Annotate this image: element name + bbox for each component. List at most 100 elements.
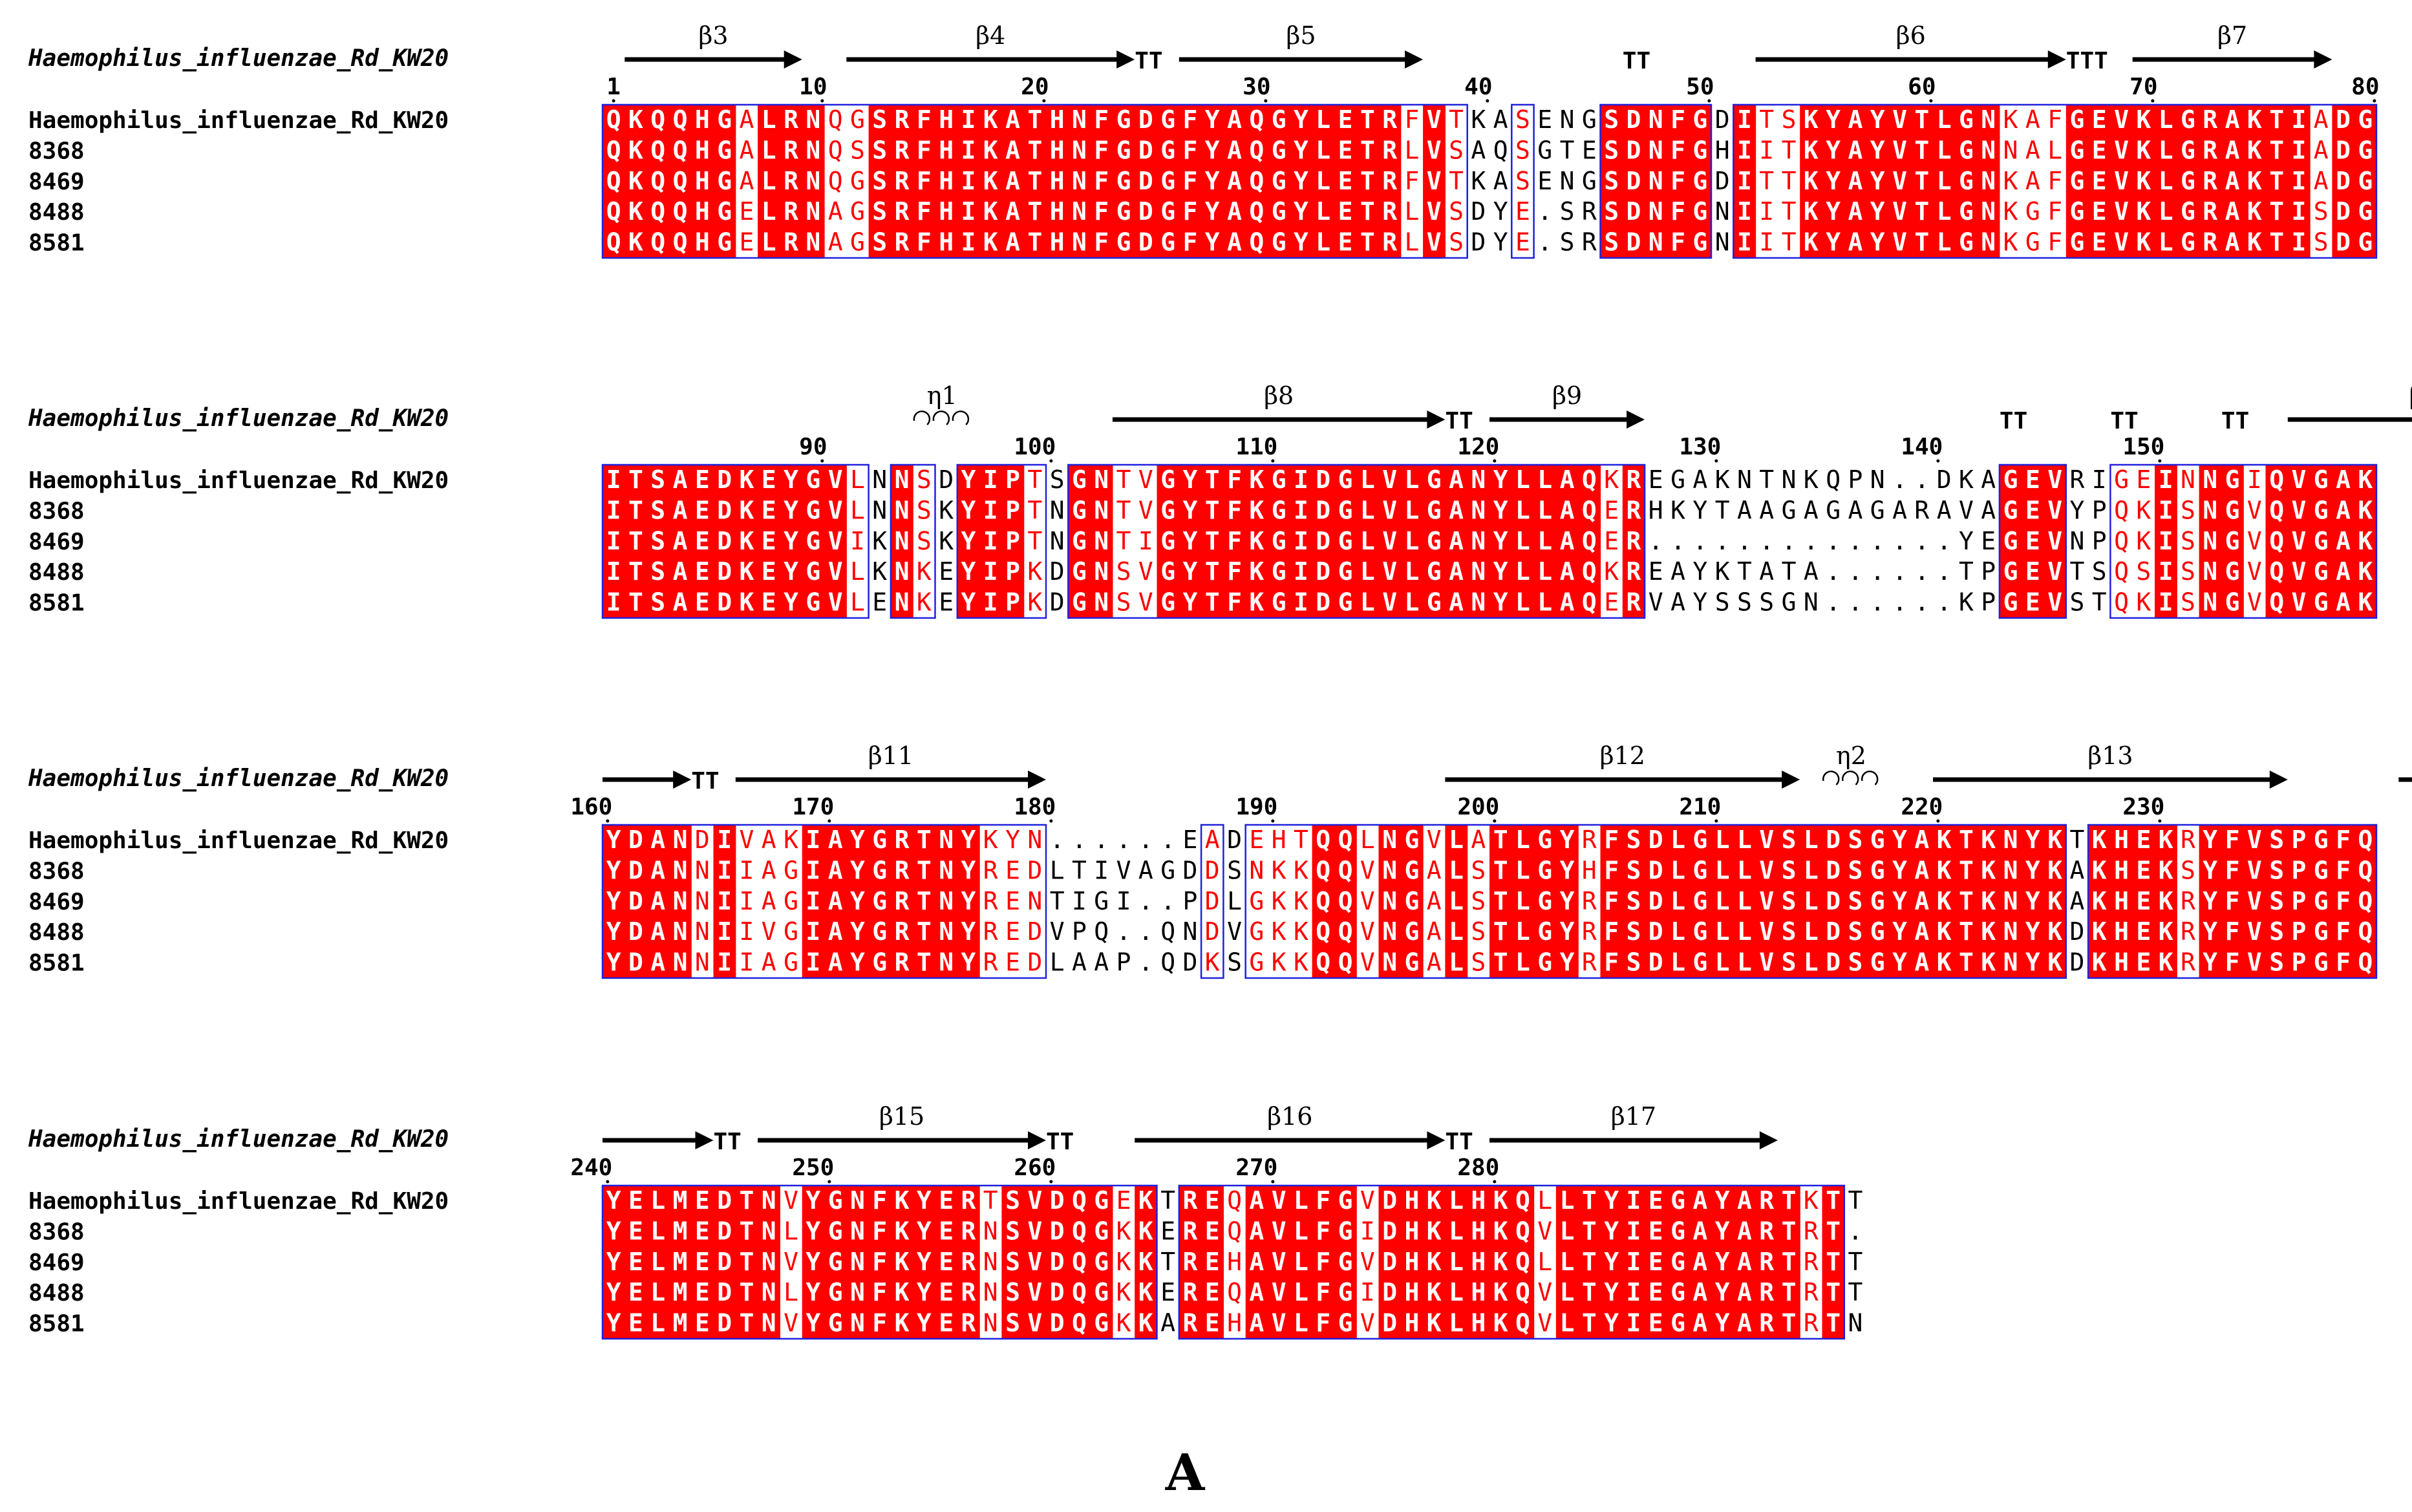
- strand-label: β15: [879, 1102, 924, 1131]
- sequence-name: 8469: [28, 1250, 85, 1276]
- sequence-row: 8368 Q K Q Q H G A L R N Q S S R F H I K A T H N F G D G F Y A Q G Y L E T R…: [28, 136, 2373, 164]
- identical-column: [935, 105, 958, 258]
- identical-column: [1400, 825, 1424, 978]
- identical-column: [1999, 825, 2022, 978]
- turn-label: TT: [2000, 408, 2027, 434]
- identical-column: [957, 105, 980, 258]
- identical-column: [624, 465, 648, 618]
- identical-column: [1223, 105, 1246, 258]
- identical-column: [1600, 825, 1623, 978]
- identical-column: [713, 1186, 736, 1339]
- secondary-structure-track: TTβ11β12η2β13β14: [603, 741, 2412, 794]
- position-number: 90: [799, 434, 827, 460]
- sequence-name: 8581: [28, 1311, 85, 1337]
- conservation-frame: [1200, 824, 1224, 979]
- identical-column: [802, 465, 825, 618]
- identical-column: [979, 465, 1002, 618]
- position-number: 120: [1457, 434, 1499, 460]
- identical-column: [1800, 825, 1823, 978]
- sequence-row: 8488 I T S A E D K E Y G V L K N K E Y I P K D G N S V G Y T F K G I D G L V…: [28, 557, 2373, 586]
- identical-column: [2287, 105, 2311, 258]
- identical-column: [1112, 105, 1135, 258]
- identical-column: [1822, 105, 1845, 258]
- identical-column: [913, 825, 936, 978]
- strand-label: β8: [1264, 381, 1294, 410]
- position-number: 180: [1014, 794, 1056, 820]
- strand-label: β11: [868, 741, 913, 770]
- sequence-row: 8581 Q K Q Q H G E L R N A G S R F H I K A T H N F G D G F Y A Q G Y L E T R…: [28, 228, 2373, 257]
- position-number: 220: [1901, 794, 1943, 820]
- reference-header-name: Haemophilus_influenzae_Rd_KW20: [28, 1126, 449, 1153]
- identical-column: [1312, 105, 1335, 258]
- sequence-row: 8581 I T S A E D K E Y G V L E N K E Y I P K D G N S V G Y T F K G I D G L V…: [28, 588, 2373, 617]
- alignment-block: Haemophilus_influenzae_Rd_KW20 TT β11 β12 η2…: [28, 741, 2412, 979]
- identical-column: [758, 105, 780, 258]
- position-number: 190: [1235, 794, 1277, 820]
- sequence-row: 8488 Q K Q Q H G E L R N A G S R F H I K A T H N F G D G F Y A Q G Y L E T R…: [28, 197, 2373, 226]
- sequence-name: 8368: [28, 138, 85, 164]
- identical-column: [603, 105, 625, 258]
- identical-column: [1223, 465, 1246, 618]
- identical-column: [2199, 825, 2222, 978]
- identical-column: [2354, 105, 2377, 258]
- identical-column: [2199, 465, 2222, 618]
- identical-column: [1888, 105, 1912, 258]
- tick-dot: [1929, 99, 1933, 103]
- identical-column: [1645, 825, 1667, 978]
- sequence-row: 8488 Y E L M E D T N L Y G N F K Y E R N S V D Q G K K E R E Q A V L F G I D…: [28, 1278, 1862, 1306]
- identical-column: [1822, 1186, 1845, 1339]
- identical-column: [1090, 1186, 1113, 1339]
- strand-label: β6: [1896, 21, 1926, 50]
- identical-column: [1334, 105, 1357, 258]
- alignment-block: Haemophilus_influenzae_Rd_KW20 η1 β8 TT β9 TT…: [28, 381, 2412, 619]
- identical-column: [1511, 1186, 1535, 1339]
- conservation-frame: [1244, 824, 2067, 979]
- identical-column: [1844, 105, 1867, 258]
- alignment-blocks: Haemophilus_influenzae_Rd_KW20 β3 β4 TT β5 TT…: [28, 21, 2412, 1340]
- identical-column: [1201, 465, 1224, 618]
- identical-column: [1533, 825, 1557, 978]
- identical-column: [1157, 465, 1180, 618]
- strand-label: β12: [1600, 741, 1645, 770]
- conservation-frame: [1511, 103, 1535, 259]
- identical-column: [1733, 105, 1756, 258]
- identical-column: [824, 825, 847, 978]
- position-number: 150: [2122, 434, 2164, 460]
- identical-column: [1689, 825, 1712, 978]
- sequence-name: Haemophilus_influenzae_Rd_KW20: [28, 1188, 449, 1215]
- identical-column: [2332, 105, 2355, 258]
- identical-column: [1068, 105, 1091, 258]
- sequence-row: 8469 I T S A E D K E Y G V I K N S K Y I P T N G N T I G Y T F K G I D G L V…: [28, 527, 2373, 555]
- identical-column: [2332, 825, 2355, 978]
- identical-column: [1157, 105, 1180, 258]
- conservation-frame: [1178, 1184, 1846, 1340]
- identical-column: [1312, 465, 1335, 618]
- identical-column: [1844, 825, 1867, 978]
- position-number: 210: [1679, 794, 1721, 820]
- conservation-frame: [601, 463, 870, 619]
- identical-column: [1866, 825, 1889, 978]
- identical-column: [1689, 105, 1712, 258]
- identical-column: [890, 825, 913, 978]
- identical-column: [2265, 465, 2289, 618]
- arrow-head-icon: [673, 771, 692, 789]
- position-number: 110: [1235, 434, 1277, 460]
- identical-column: [1400, 1186, 1424, 1339]
- sequence-name: 8469: [28, 169, 85, 195]
- identical-column: [1356, 465, 1380, 618]
- sequence-name: 8581: [28, 950, 85, 977]
- position-number: 160: [570, 794, 612, 820]
- identical-column: [1667, 1186, 1690, 1339]
- position-number: 1: [606, 74, 621, 100]
- identical-column: [1711, 1186, 1734, 1339]
- identical-column: [646, 1186, 670, 1339]
- strand-label: β16: [1267, 1102, 1312, 1131]
- sequence-name: 8469: [28, 529, 85, 555]
- identical-column: [1068, 465, 1091, 618]
- helix-label: η2: [1836, 741, 1866, 770]
